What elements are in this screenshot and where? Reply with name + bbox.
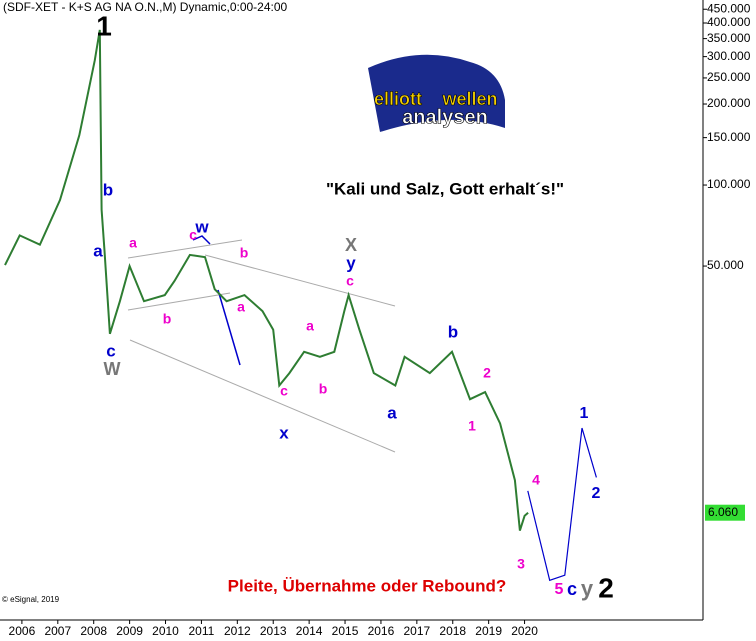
x-tick-label: 2013 [260, 624, 287, 638]
wave-label: 1 [580, 405, 589, 422]
y-tick-label: 200.000 [707, 96, 751, 110]
logo-text: wellen [441, 89, 497, 109]
logo-flag [368, 54, 505, 132]
wave-label: b [240, 245, 249, 261]
y-tick-label: 50.000 [707, 258, 744, 272]
x-tick-label: 2009 [116, 624, 143, 638]
x-tick-label: 2006 [9, 624, 36, 638]
channel-line [204, 254, 396, 307]
x-tick-label: 2010 [152, 624, 179, 638]
copyright: © eSignal, 2019 [2, 595, 60, 604]
channel-lines [127, 239, 396, 453]
y-tick-label: 300.000 [707, 49, 751, 63]
wave-label: c [346, 273, 354, 289]
wave-label: a [129, 235, 137, 251]
x-tick-label: 2019 [475, 624, 502, 638]
wave-label: 1 [96, 10, 112, 41]
wave-label: 5 [555, 581, 564, 598]
wave-line [192, 235, 211, 245]
projection-line [527, 427, 597, 582]
x-tick-label: 2012 [224, 624, 251, 638]
x-tick-label: 2007 [44, 624, 71, 638]
y-tick-label: 450.000 [707, 1, 751, 15]
wave-label: a [306, 318, 314, 334]
x-tick-label: 2008 [80, 624, 107, 638]
wave-label: b [448, 322, 458, 341]
y-tick-label: 100.000 [707, 177, 751, 191]
wave-label: 2 [483, 365, 491, 381]
x-tick-label: 2016 [368, 624, 395, 638]
wave-label: b [103, 180, 113, 199]
wave-label: X [345, 235, 357, 255]
quote: "Kali und Salz, Gott erhalt´s!" [326, 179, 564, 198]
chart-title: (SDF-XET - K+S AG NA O.N.,M) Dynamic,0:0… [3, 0, 288, 14]
wave-label: c [106, 341, 115, 360]
wave-label: 3 [517, 556, 525, 572]
wave-line [217, 289, 241, 366]
y-tick-label: 400.000 [707, 15, 751, 29]
wave-label: 1 [468, 418, 476, 434]
last-value-label: 6.060 [708, 505, 738, 519]
channel-line [127, 239, 243, 259]
logo: elliott wellen analysen [368, 54, 505, 132]
x-tick-label: 2011 [189, 624, 215, 638]
price-line [4, 29, 529, 531]
wave-label: 4 [532, 472, 540, 488]
wave-label: a [237, 299, 245, 315]
channel-line [129, 339, 396, 453]
wave-label: a [387, 403, 397, 422]
wave-label: y [346, 253, 356, 272]
logo-text: elliott [374, 89, 422, 109]
x-tick-label: 2014 [296, 624, 323, 638]
y-tick-label: 350.000 [707, 31, 751, 45]
last-value-box [705, 504, 745, 521]
x-tick-label: 2017 [403, 624, 430, 638]
wave-label: 2 [592, 485, 601, 502]
x-tick-label: 2018 [439, 624, 466, 638]
wave-label: W [104, 359, 121, 379]
x-tick-label: 2020 [511, 624, 538, 638]
wave-label: c [280, 383, 288, 399]
wave-label: b [319, 381, 328, 397]
y-tick-label: 150.000 [707, 130, 751, 144]
wave-label: 2 [598, 572, 614, 603]
wave-label: x [279, 423, 289, 442]
wave-label: y [581, 576, 594, 601]
logo-text: analysen [402, 106, 488, 128]
wave-label: w [194, 217, 209, 236]
x-tick-label: 2015 [332, 624, 359, 638]
wave-label: c [189, 227, 197, 243]
y-tick-label: 250.000 [707, 70, 751, 84]
channel-line [127, 292, 231, 311]
wave-label: b [163, 311, 172, 327]
wave-label: c [567, 579, 577, 599]
question: Pleite, Übernahme oder Rebound? [228, 576, 507, 595]
wave-label: a [93, 241, 103, 260]
